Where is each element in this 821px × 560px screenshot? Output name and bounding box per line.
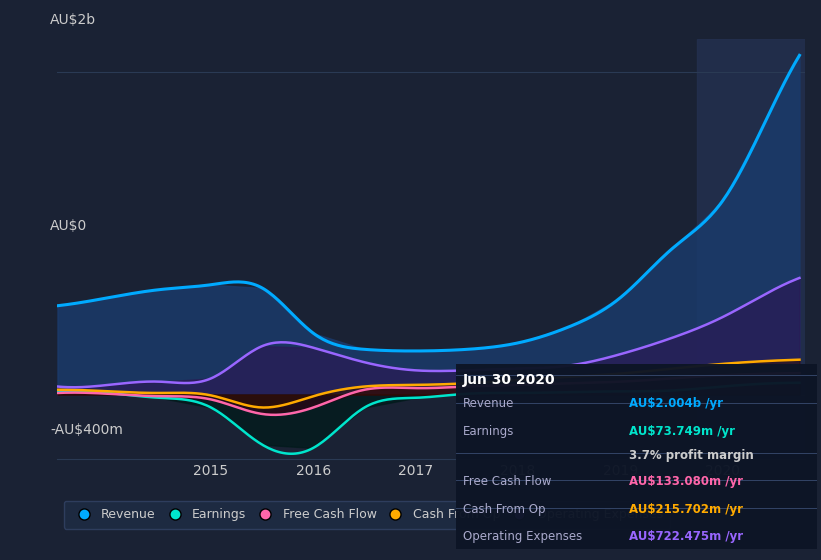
Text: Earnings: Earnings: [463, 425, 514, 438]
Text: Jun 30 2020: Jun 30 2020: [463, 373, 556, 388]
Text: 3.7% profit margin: 3.7% profit margin: [629, 449, 754, 462]
Text: AU$2b: AU$2b: [50, 12, 96, 26]
Text: AU$722.475m /yr: AU$722.475m /yr: [629, 530, 743, 543]
Text: AU$2.004b /yr: AU$2.004b /yr: [629, 397, 723, 410]
Bar: [697, 39, 805, 459]
Text: AU$73.749m /yr: AU$73.749m /yr: [629, 425, 735, 438]
Text: AU$215.702m /yr: AU$215.702m /yr: [629, 503, 743, 516]
Text: Revenue: Revenue: [463, 397, 514, 410]
Legend: Revenue, Earnings, Free Cash Flow, Cash From Op, Operating Expenses: Revenue, Earnings, Free Cash Flow, Cash …: [64, 501, 670, 529]
Text: AU$0: AU$0: [50, 219, 87, 233]
Text: Cash From Op: Cash From Op: [463, 503, 545, 516]
Text: -AU$400m: -AU$400m: [50, 423, 123, 437]
Text: Free Cash Flow: Free Cash Flow: [463, 475, 551, 488]
Text: AU$133.080m /yr: AU$133.080m /yr: [629, 475, 743, 488]
Text: Operating Expenses: Operating Expenses: [463, 530, 582, 543]
